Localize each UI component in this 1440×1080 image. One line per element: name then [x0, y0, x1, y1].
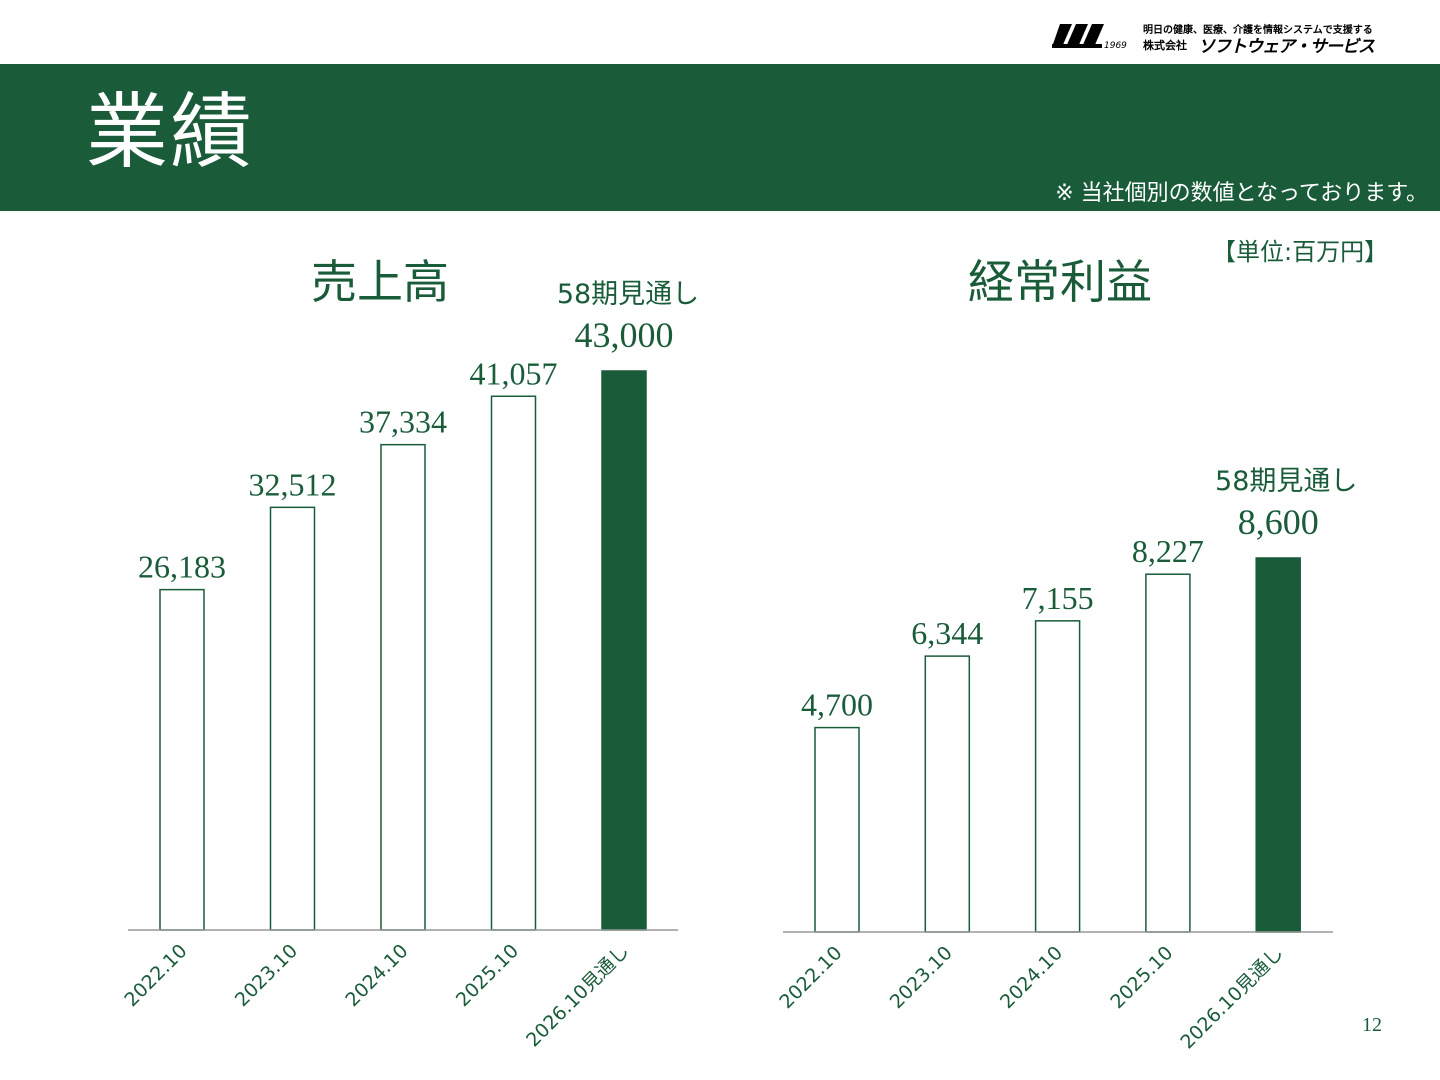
logo-company-name: ソフトウェア・サービス	[1198, 37, 1375, 57]
data-label: 41,057	[470, 355, 558, 391]
x-tick-label: 2023.10	[231, 940, 302, 1011]
x-tick-label: 2026.10見通し	[1176, 942, 1287, 1053]
x-tick-label: 2025.10	[1106, 942, 1177, 1013]
data-label: 43,000	[575, 315, 674, 355]
data-label: 4,700	[801, 687, 873, 723]
chart-title: 売上高	[311, 255, 449, 309]
logo-tagline: 明日の健康、医療、介護を情報システムで支援する	[1143, 25, 1373, 36]
x-tick-label: 2026.10見通し	[522, 940, 633, 1051]
unit-label: 【単位:百万円】	[1212, 238, 1389, 266]
x-tick-label: 2022.10	[120, 940, 191, 1011]
bar	[814, 726, 860, 933]
svg-text:1969: 1969	[1104, 41, 1127, 51]
data-label: 32,512	[249, 466, 337, 502]
bar	[380, 443, 426, 931]
data-label: 7,155	[1022, 580, 1094, 616]
bar	[1034, 620, 1081, 933]
x-tick-label: 2024.10	[996, 942, 1067, 1013]
data-label: 8,600	[1238, 502, 1319, 542]
header-note: ※ 当社個別の数値となっております。	[1055, 181, 1428, 206]
bar	[1145, 573, 1191, 933]
bar	[490, 395, 537, 931]
data-label: 6,344	[911, 615, 983, 651]
x-tick-label: 2024.10	[341, 940, 412, 1011]
bar	[159, 588, 205, 931]
bar	[924, 655, 971, 933]
forecast-label: 58期見通し	[557, 279, 699, 310]
header-band	[0, 64, 1440, 211]
forecast-label: 58期見通し	[1215, 466, 1357, 497]
data-label: 37,334	[359, 404, 447, 440]
x-tick-label: 2023.10	[886, 942, 957, 1013]
logo-company-prefix: 株式会社	[1143, 39, 1187, 52]
logo-mark-icon: 1969	[1052, 24, 1127, 51]
chart-title: 経常利益	[968, 255, 1152, 309]
bar	[601, 370, 647, 931]
page-title: 業績	[86, 85, 255, 180]
data-label: 26,183	[138, 549, 226, 585]
bar	[269, 506, 316, 931]
x-tick-label: 2022.10	[775, 942, 846, 1013]
page-number: 12	[1362, 1014, 1382, 1036]
data-label: 8,227	[1132, 533, 1204, 569]
company-logo: 1969	[1052, 20, 1397, 52]
bar	[1255, 557, 1301, 933]
x-tick-label: 2025.10	[452, 940, 523, 1011]
